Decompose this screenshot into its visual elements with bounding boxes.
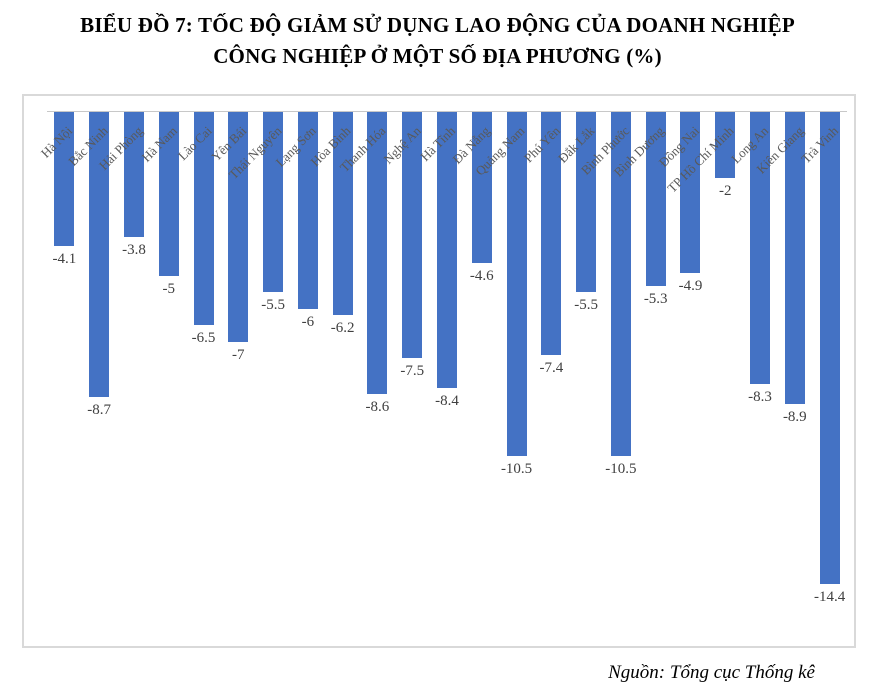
bar <box>576 112 597 293</box>
value-label: -6.2 <box>330 320 355 337</box>
bar <box>228 112 249 342</box>
value-label: -4.1 <box>52 251 77 268</box>
bar <box>715 112 736 178</box>
value-label: -5 <box>162 281 175 297</box>
value-label: -10.5 <box>605 461 637 478</box>
value-label: -5.5 <box>574 297 598 314</box>
bar <box>158 112 179 276</box>
value-label: -8.3 <box>748 389 772 406</box>
value-label: -5.3 <box>643 290 668 307</box>
bar <box>506 112 527 457</box>
value-label: -7 <box>232 346 245 363</box>
bar <box>89 112 110 398</box>
bar <box>750 112 771 385</box>
value-label: -4.9 <box>678 277 703 294</box>
zero-axis-line <box>47 111 847 112</box>
value-label: -7.4 <box>539 359 564 376</box>
bar <box>784 112 805 404</box>
value-label: -8.6 <box>365 399 390 416</box>
source-note: Nguồn: Tổng cục Thống kê <box>608 662 815 683</box>
plot-area: -4.1 Hà Nội -8.7 Bắc Ninh -3.8 Hải Phòng -5 Hà … <box>38 111 847 641</box>
bar <box>54 112 75 247</box>
value-label: -4.6 <box>469 267 494 284</box>
value-label: -5.5 <box>261 297 285 314</box>
bar <box>123 112 144 237</box>
bar <box>610 112 631 457</box>
value-label: -3.8 <box>122 241 146 258</box>
value-label: -8.9 <box>782 408 807 425</box>
bar <box>193 112 214 326</box>
chart-title-line1: BIỂU ĐỒ 7: TỐC ĐỘ GIẢM SỬ DỤNG LAO ĐỘNG … <box>80 13 795 37</box>
value-label: -8.4 <box>435 392 459 409</box>
value-label: -6.5 <box>191 330 216 347</box>
bar <box>367 112 388 395</box>
bar <box>263 112 284 293</box>
bar <box>819 112 840 585</box>
bar <box>645 112 666 286</box>
bar <box>332 112 353 316</box>
value-label: -7.5 <box>400 363 425 379</box>
chart-area: -4.1 Hà Nội -8.7 Bắc Ninh -3.8 Hải Phòng -5 Hà … <box>22 94 856 648</box>
value-label: -14.4 <box>813 589 846 606</box>
chart-title-line2: CÔNG NGHIỆP Ở MỘT SỐ ĐỊA PHƯƠNG (%) <box>213 44 662 68</box>
bar <box>471 112 492 263</box>
value-label: -10.5 <box>500 461 533 478</box>
bar <box>541 112 562 355</box>
bar <box>680 112 701 273</box>
bar <box>297 112 318 309</box>
value-label: -6 <box>301 313 315 330</box>
bar <box>402 112 423 358</box>
value-label: -8.7 <box>87 402 112 419</box>
value-label: -2 <box>719 182 732 199</box>
bar <box>437 112 457 388</box>
chart-title: BIỂU ĐỒ 7: TỐC ĐỘ GIẢM SỬ DỤNG LAO ĐỘNG … <box>0 10 875 72</box>
